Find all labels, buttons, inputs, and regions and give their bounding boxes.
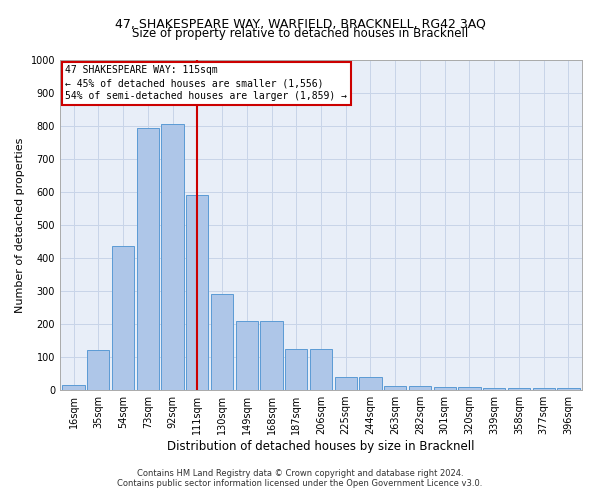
Bar	[211, 294, 233, 390]
Text: 47, SHAKESPEARE WAY, WARFIELD, BRACKNELL, RG42 3AQ: 47, SHAKESPEARE WAY, WARFIELD, BRACKNELL…	[115, 18, 485, 30]
X-axis label: Distribution of detached houses by size in Bracknell: Distribution of detached houses by size …	[167, 440, 475, 453]
Bar	[186, 196, 208, 390]
Bar	[87, 350, 109, 390]
Bar	[137, 128, 159, 390]
Bar	[112, 246, 134, 390]
Text: Contains public sector information licensed under the Open Government Licence v3: Contains public sector information licen…	[118, 478, 482, 488]
Text: Contains HM Land Registry data © Crown copyright and database right 2024.: Contains HM Land Registry data © Crown c…	[137, 468, 463, 477]
Bar	[310, 349, 332, 390]
Bar	[434, 386, 456, 390]
Y-axis label: Number of detached properties: Number of detached properties	[15, 138, 25, 312]
Bar	[533, 388, 555, 390]
Text: 47 SHAKESPEARE WAY: 115sqm
← 45% of detached houses are smaller (1,556)
54% of s: 47 SHAKESPEARE WAY: 115sqm ← 45% of deta…	[65, 65, 347, 102]
Bar	[285, 349, 307, 390]
Text: Size of property relative to detached houses in Bracknell: Size of property relative to detached ho…	[132, 28, 468, 40]
Bar	[557, 388, 580, 390]
Bar	[62, 385, 85, 390]
Bar	[335, 378, 357, 390]
Bar	[458, 386, 481, 390]
Bar	[384, 386, 406, 390]
Bar	[236, 320, 258, 390]
Bar	[483, 388, 505, 390]
Bar	[260, 320, 283, 390]
Bar	[161, 124, 184, 390]
Bar	[409, 386, 431, 390]
Bar	[359, 378, 382, 390]
Bar	[508, 388, 530, 390]
